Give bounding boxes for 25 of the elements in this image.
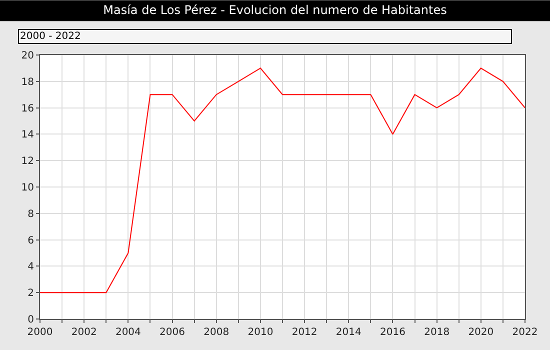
y-tick-label: 16 — [21, 103, 34, 114]
x-tick-label: 2020 — [468, 327, 494, 338]
text: 2000 - 2022 — [20, 31, 81, 42]
chart-title: Masía de Los Pérez - Evolucion del numero de Habitantes — [103, 3, 447, 18]
y-tick-label: 14 — [21, 130, 34, 141]
y-tick-label: 6 — [28, 235, 34, 246]
x-tick-label: 2002 — [71, 327, 97, 338]
y-tick-label: 0 — [28, 314, 34, 326]
x-tick-label: 2016 — [380, 327, 406, 338]
x-tick-label: 2012 — [292, 327, 318, 338]
y-tick-label: 18 — [21, 76, 34, 88]
y-tick-label: 20 — [21, 50, 34, 62]
x-tick-label: 2018 — [424, 327, 450, 338]
x-tick-label: 2004 — [115, 327, 141, 338]
x-tick-label: 2022 — [512, 327, 538, 338]
x-tick-label: 2008 — [204, 327, 230, 338]
x-tick-label: 2010 — [248, 327, 274, 338]
y-tick-label: 2 — [28, 288, 34, 300]
x-tick-label: 2006 — [160, 327, 185, 338]
y-tick-label: 12 — [21, 156, 34, 168]
y-tick-label: 4 — [28, 262, 34, 273]
y-tick-label: 8 — [28, 208, 34, 220]
y-tick-label: 10 — [21, 182, 34, 194]
x-tick-label: 2000 — [27, 327, 53, 338]
x-tick-label: 2014 — [336, 327, 362, 338]
